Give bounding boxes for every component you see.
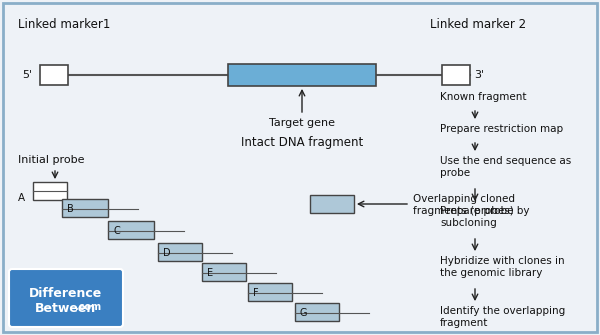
Text: D: D [163, 248, 170, 258]
FancyBboxPatch shape [9, 269, 123, 327]
Bar [228, 64, 376, 86]
Text: Known fragment: Known fragment [440, 92, 527, 102]
Text: Initial probe: Initial probe [18, 155, 85, 165]
Text: Target gene: Target gene [269, 118, 335, 128]
Text: Linked marker1: Linked marker1 [18, 18, 110, 31]
Text: C: C [113, 226, 120, 236]
Text: Prepare probe by
subcloning: Prepare probe by subcloning [440, 206, 530, 227]
Bar [442, 65, 470, 85]
Text: F: F [253, 288, 259, 298]
Text: Difference: Difference [29, 287, 103, 300]
Text: Hybridize with clones in
the genomic library: Hybridize with clones in the genomic lib… [440, 256, 565, 278]
Text: Between: Between [35, 302, 97, 315]
Bar [33, 182, 67, 200]
Text: Prepare restriction map: Prepare restriction map [440, 124, 563, 134]
Bar [158, 243, 202, 261]
Text: Intact DNA fragment: Intact DNA fragment [241, 136, 363, 149]
Bar [248, 283, 292, 301]
Bar [62, 199, 108, 217]
Bar [108, 221, 154, 239]
Text: .com: .com [75, 302, 101, 312]
Text: E: E [207, 268, 213, 278]
Bar [310, 195, 354, 213]
Bar [40, 65, 68, 85]
Text: Identify the overlapping
fragment: Identify the overlapping fragment [440, 306, 565, 328]
Text: 3': 3' [474, 70, 484, 80]
Bar [295, 303, 339, 321]
Text: A: A [18, 193, 25, 203]
Text: Use the end sequence as
probe: Use the end sequence as probe [440, 156, 571, 178]
Text: Overlapping cloned
fragments (probes): Overlapping cloned fragments (probes) [413, 194, 515, 216]
Bar [202, 263, 246, 281]
Text: Linked marker 2: Linked marker 2 [430, 18, 526, 31]
Text: B: B [67, 204, 74, 214]
Text: 5': 5' [22, 70, 32, 80]
Text: G: G [300, 308, 308, 318]
